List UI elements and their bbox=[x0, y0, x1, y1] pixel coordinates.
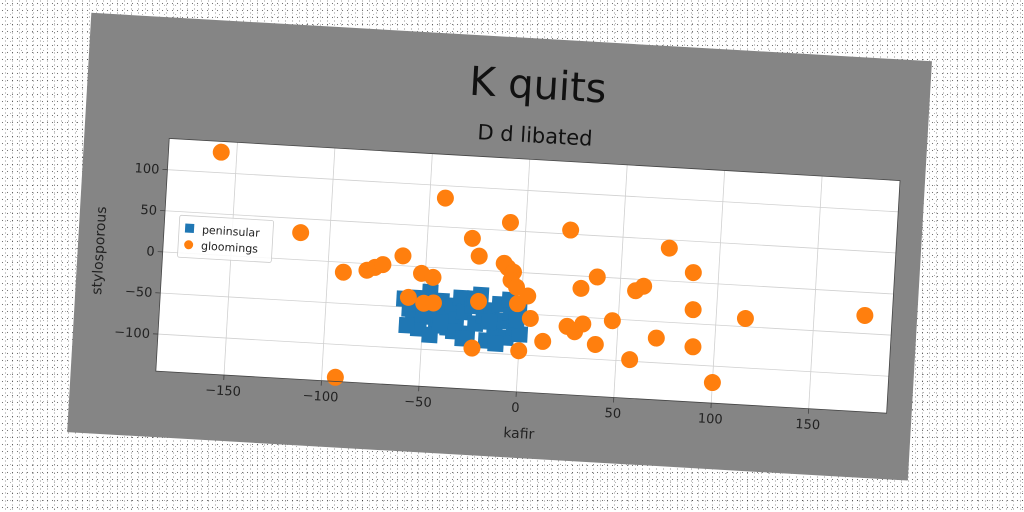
x-tick-label: 0 bbox=[511, 401, 520, 416]
point-gloomings bbox=[521, 309, 539, 327]
point-gloomings bbox=[510, 342, 528, 360]
point-peninsular bbox=[431, 313, 449, 331]
point-gloomings bbox=[703, 374, 721, 392]
point-gloomings bbox=[684, 338, 702, 356]
x-tick-label: −100 bbox=[302, 389, 339, 406]
legend-label-peninsular: peninsular bbox=[202, 224, 261, 240]
x-tick-label: 150 bbox=[795, 417, 821, 433]
y-tick-label: 0 bbox=[146, 244, 155, 259]
point-gloomings bbox=[534, 332, 552, 350]
point-gloomings bbox=[586, 335, 604, 353]
x-tick-label: −150 bbox=[205, 383, 242, 400]
tick-labels: −150 −100 −50 0 50 100 150 −100 −50 0 50 100 bbox=[114, 161, 821, 433]
point-gloomings bbox=[736, 309, 754, 327]
point-gloomings bbox=[572, 279, 590, 297]
point-gloomings bbox=[603, 312, 621, 330]
point-peninsular bbox=[511, 325, 529, 343]
point-gloomings bbox=[436, 189, 454, 207]
point-gloomings bbox=[684, 301, 702, 319]
point-gloomings bbox=[463, 229, 481, 247]
point-peninsular bbox=[508, 311, 526, 329]
legend-box bbox=[177, 214, 274, 263]
x-gridline bbox=[808, 176, 823, 409]
point-gloomings bbox=[399, 288, 417, 306]
point-gloomings bbox=[463, 339, 481, 357]
point-gloomings bbox=[212, 143, 230, 161]
point-gloomings bbox=[394, 247, 412, 265]
x-tick-label: 50 bbox=[604, 406, 621, 422]
y-gridline bbox=[167, 169, 899, 213]
point-peninsular bbox=[398, 316, 416, 334]
point-gloomings bbox=[588, 268, 606, 286]
point-gloomings bbox=[647, 329, 665, 347]
point-gloomings bbox=[660, 239, 678, 257]
chart-title: K quits bbox=[468, 59, 608, 113]
y-tick-label: −100 bbox=[114, 325, 151, 342]
y-tick-label: 50 bbox=[140, 203, 157, 219]
point-gloomings bbox=[562, 221, 580, 239]
point-gloomings bbox=[424, 268, 442, 286]
legend-marker-gloomings bbox=[184, 240, 194, 250]
y-axis-label: stylosporous bbox=[89, 206, 110, 295]
point-gloomings bbox=[501, 213, 519, 231]
point-gloomings bbox=[684, 264, 702, 282]
x-axis-label: kafir bbox=[503, 425, 535, 443]
plot-area bbox=[155, 138, 901, 414]
point-gloomings bbox=[334, 263, 352, 281]
point-gloomings bbox=[621, 351, 639, 369]
y-tick-label: 100 bbox=[134, 161, 160, 177]
point-gloomings bbox=[470, 292, 488, 310]
point-gloomings bbox=[424, 294, 442, 312]
y-tick-label: −50 bbox=[124, 284, 152, 301]
x-gridline bbox=[613, 164, 628, 398]
legend-label-gloomings: gloomings bbox=[201, 239, 259, 255]
point-gloomings bbox=[292, 224, 310, 242]
point-peninsular bbox=[480, 313, 498, 331]
y-gridline bbox=[162, 251, 894, 295]
point-gloomings bbox=[574, 315, 592, 333]
y-gridline bbox=[165, 210, 896, 254]
plot-frame bbox=[155, 138, 901, 414]
x-gridline bbox=[710, 170, 726, 404]
point-peninsular bbox=[421, 326, 439, 344]
point-gloomings bbox=[470, 247, 488, 265]
data-points bbox=[212, 143, 874, 392]
point-peninsular bbox=[487, 335, 505, 353]
x-tick-label: 100 bbox=[697, 411, 723, 427]
legend: peninsular gloomings bbox=[177, 214, 274, 263]
point-gloomings bbox=[635, 277, 653, 295]
point-gloomings bbox=[519, 287, 537, 305]
x-tick-label: −50 bbox=[404, 394, 432, 411]
rotated-figure: K quits D d libated −150 −100 −50 0 50 100 150… bbox=[67, 12, 932, 481]
legend-marker-peninsular bbox=[184, 223, 195, 234]
x-gridline bbox=[321, 147, 336, 381]
point-gloomings bbox=[374, 256, 392, 274]
point-gloomings bbox=[856, 306, 874, 324]
